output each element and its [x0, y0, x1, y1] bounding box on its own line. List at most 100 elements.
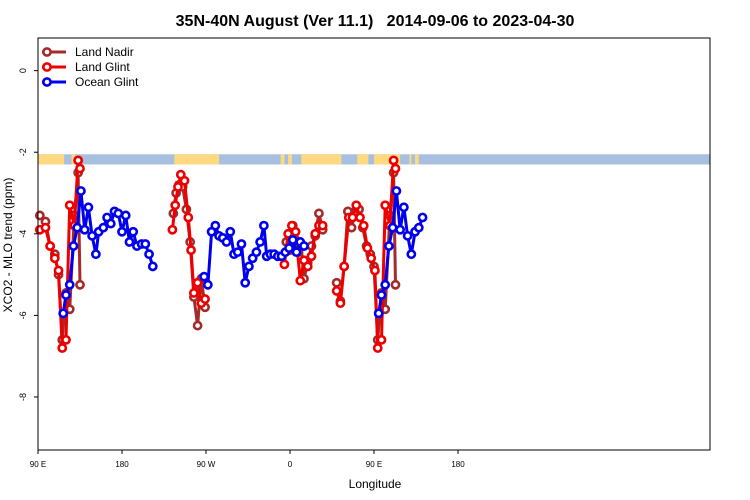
data-point [68, 241, 79, 251]
data-point [402, 230, 413, 241]
data-point [73, 155, 84, 166]
data-point [366, 253, 377, 264]
data-point [58, 308, 69, 319]
data-point [72, 222, 83, 233]
y-axis: 0 -2 -4 -6 -8 [18, 68, 38, 401]
data-point [240, 277, 251, 288]
data-point [79, 224, 90, 235]
data-point [53, 265, 64, 276]
data-point [291, 247, 302, 258]
y-axis-label: XCO2 - MLO trend (ppm) [1, 178, 15, 313]
data-point [417, 212, 428, 223]
data-point [192, 277, 203, 288]
legend-swatch-marker [42, 62, 52, 72]
data-point [290, 226, 301, 237]
land-band-segment [374, 154, 401, 165]
data-point [199, 271, 210, 282]
data-point [225, 226, 236, 237]
x-tick-label: 90 W [197, 460, 216, 469]
data-point [395, 224, 406, 235]
data-point [384, 241, 394, 251]
data-point [339, 261, 350, 272]
data-point [232, 247, 243, 258]
data-point [406, 249, 417, 260]
data-point [40, 222, 51, 233]
data-point [376, 290, 387, 300]
data-point [170, 200, 181, 211]
y-tick-label: -8 [18, 393, 28, 401]
data-point [236, 239, 247, 249]
data-point [105, 218, 116, 229]
data-point [295, 275, 306, 286]
chart-title: 35N-40N August (Ver 11.1) 2014-09-06 to … [176, 13, 575, 30]
data-point [98, 222, 109, 233]
data-point [64, 279, 75, 290]
series-layer [34, 155, 428, 353]
data-point [144, 249, 154, 260]
data-point [355, 212, 365, 223]
data-point [251, 247, 262, 258]
data-point [258, 220, 269, 231]
data-point [331, 277, 342, 288]
data-point [75, 279, 85, 290]
x-tick-label: 0 [288, 460, 293, 469]
data-point [279, 259, 290, 270]
legend-item: Ocean Glint [42, 75, 139, 89]
land-band-segment [38, 154, 65, 165]
data-point [75, 163, 85, 174]
data-point [49, 253, 60, 264]
land-band-segment [174, 154, 220, 165]
y-tick-label: 0 [18, 68, 28, 73]
data-point [210, 220, 221, 231]
x-axis-label: Longitude [349, 477, 402, 491]
data-point [202, 279, 213, 290]
data-point [120, 210, 131, 221]
data-point [83, 202, 94, 213]
x-axis: 90 E 180 90 W 0 90 E 180 [30, 450, 465, 469]
data-point [128, 226, 139, 237]
data-point [57, 343, 68, 353]
data-point [299, 241, 309, 251]
data-point [186, 245, 196, 256]
data-point [192, 320, 203, 331]
data-point [310, 228, 321, 239]
x-tick-label: 90 E [366, 460, 382, 469]
data-point [314, 208, 324, 219]
data-point [284, 243, 294, 253]
data-point [87, 230, 98, 241]
data-point [188, 288, 199, 298]
data-point [200, 294, 210, 304]
data-point [255, 237, 266, 247]
data-point [413, 222, 424, 233]
land-band-segment [288, 154, 292, 165]
data-point [147, 261, 158, 272]
land-band-segment [415, 154, 419, 165]
data-point [183, 212, 194, 223]
y-tick-label: -4 [18, 230, 28, 238]
data-point [76, 186, 86, 196]
data-point [317, 220, 328, 231]
data-point [306, 251, 317, 262]
legend-label: Land Nadir [75, 45, 134, 59]
data-point [140, 239, 151, 249]
data-point [45, 241, 56, 251]
data-point [380, 279, 391, 290]
land-band-segment [280, 154, 285, 165]
data-point [388, 155, 399, 166]
land-band-segment [409, 154, 412, 165]
data-point [380, 200, 391, 211]
legend-label: Land Glint [75, 60, 130, 74]
data-point [221, 237, 232, 247]
data-point [90, 249, 101, 260]
data-point [387, 222, 398, 233]
land-band-segment [301, 154, 342, 165]
land-ocean-band [38, 154, 710, 165]
x-tick-label: 180 [451, 460, 465, 469]
data-point [113, 208, 124, 219]
legend-swatch-marker [42, 77, 52, 87]
data-point [372, 343, 383, 353]
data-point [390, 163, 401, 174]
data-point [61, 290, 71, 300]
